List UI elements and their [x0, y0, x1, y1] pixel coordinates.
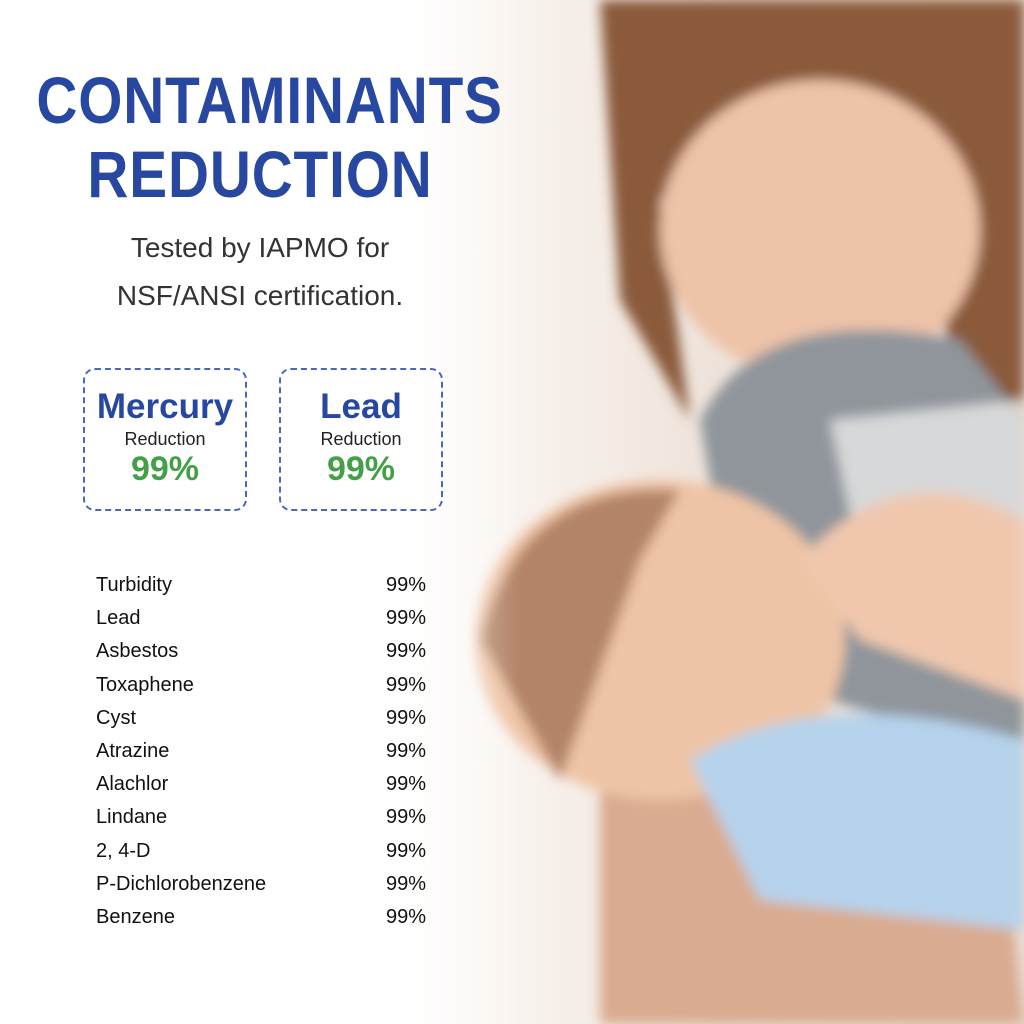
- contaminant-value: 99%: [385, 640, 426, 663]
- contaminant-value: 99%: [385, 773, 426, 796]
- contaminant-row: Toxaphene 99%: [96, 669, 426, 702]
- title-line-2: REDUCTION: [87, 137, 433, 211]
- highlight-label: Reduction: [124, 429, 206, 449]
- contaminant-row: 2, 4-D 99%: [96, 835, 426, 868]
- contaminant-name: Asbestos: [96, 640, 179, 663]
- subtitle: Tested by IAPMO for NSF/ANSI certificati…: [0, 224, 520, 320]
- contaminant-row: Turbidity 99%: [96, 569, 426, 602]
- contaminant-value: 99%: [385, 905, 426, 928]
- contaminant-row: Atrazine 99%: [96, 735, 426, 768]
- contaminant-value: 99%: [385, 806, 426, 829]
- highlight-name: Lead: [320, 387, 402, 426]
- contaminant-name: Cyst: [96, 706, 136, 729]
- contaminant-name: Atrazine: [96, 740, 170, 763]
- contaminant-value: 99%: [385, 673, 426, 696]
- contaminant-name: Turbidity: [96, 574, 172, 597]
- contaminant-row: P-Dichlorobenzene 99%: [96, 868, 426, 901]
- highlight-label: Reduction: [320, 429, 402, 449]
- subtitle-line-2: NSF/ANSI certification.: [116, 280, 404, 311]
- contaminant-row: Benzene 99%: [96, 901, 426, 934]
- contaminant-name: Lindane: [96, 806, 168, 829]
- contaminant-name: P-Dichlorobenzene: [96, 872, 267, 895]
- highlight-name: Mercury: [96, 387, 234, 426]
- contaminant-name: Lead: [96, 607, 141, 630]
- contaminant-value: 99%: [385, 740, 426, 763]
- contaminant-row: Asbestos 99%: [96, 635, 426, 668]
- contaminant-name: Benzene: [96, 905, 175, 928]
- contaminant-row: Lead 99%: [96, 602, 426, 635]
- contaminant-name: 2, 4-D: [96, 839, 151, 862]
- contaminant-value: 99%: [385, 706, 426, 729]
- contaminant-row: Lindane 99%: [96, 801, 426, 834]
- contaminant-name: Alachlor: [96, 773, 169, 796]
- contaminant-row: Cyst 99%: [96, 702, 426, 735]
- contaminant-value: 99%: [385, 839, 426, 862]
- title-line-1: CONTAMINANTS: [36, 63, 503, 137]
- mercury-highlight-card: Mercury Reduction 99%: [83, 368, 247, 511]
- contaminant-value: 99%: [385, 872, 426, 895]
- highlight-value: 99%: [130, 450, 200, 488]
- highlight-value: 99%: [326, 450, 396, 488]
- contaminant-row: Alachlor 99%: [96, 768, 426, 801]
- contaminant-name: Toxaphene: [96, 673, 194, 696]
- contaminant-value: 99%: [385, 574, 426, 597]
- lead-highlight-card: Lead Reduction 99%: [279, 368, 443, 511]
- subtitle-line-1: Tested by IAPMO for: [130, 232, 390, 263]
- contaminant-list: Turbidity 99% Lead 99% Asbestos 99% Toxaphene 9…: [96, 569, 426, 934]
- contaminant-value: 99%: [385, 607, 426, 630]
